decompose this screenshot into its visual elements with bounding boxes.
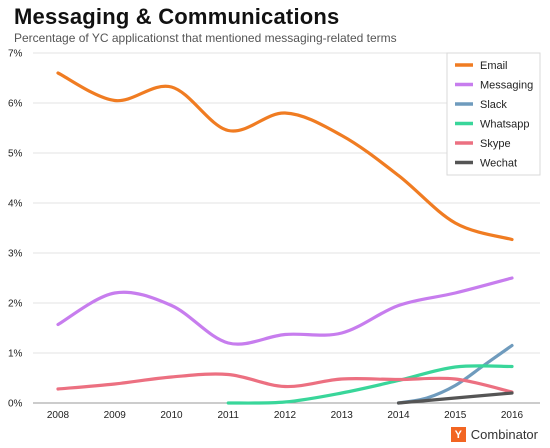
legend-label-skype: Skype xyxy=(480,138,511,150)
x-tick-label: 2010 xyxy=(160,410,183,421)
chart-title: Messaging & Communications xyxy=(14,4,340,29)
y-tick-label: 4% xyxy=(8,199,23,210)
series-line-wechat xyxy=(396,391,514,405)
series-line-whatsapp xyxy=(226,364,514,405)
y-tick-label: 1% xyxy=(8,349,23,360)
y-tick-label: 0% xyxy=(8,399,23,410)
ycombinator-logo: Y Combinator xyxy=(450,427,538,442)
legend-label-slack: Slack xyxy=(480,99,507,111)
x-tick-label: 2009 xyxy=(104,410,127,421)
ycombinator-logo-icon: Y xyxy=(450,427,466,442)
chart-subtitle: Percentage of YC applicationst that ment… xyxy=(14,31,397,45)
x-tick-label: 2013 xyxy=(331,410,354,421)
series-line-messaging xyxy=(56,276,514,346)
x-tick-label: 2014 xyxy=(387,410,410,421)
x-tick-label: 2012 xyxy=(274,410,297,421)
x-tick-label: 2015 xyxy=(444,410,467,421)
legend-label-email: Email xyxy=(480,60,508,72)
x-tick-label: 2008 xyxy=(47,410,70,421)
y-tick-label: 6% xyxy=(8,99,23,110)
series-line-email xyxy=(56,71,514,242)
y-tick-label: 5% xyxy=(8,149,23,160)
ycombinator-logo-text: Combinator xyxy=(470,427,538,442)
legend-box xyxy=(446,52,541,176)
series-line-skype xyxy=(56,372,514,394)
axis-layer: 0% 1% 2% 3% 4% 5% 6% 7% 2008 2009 2010 2011 2012 2013… xyxy=(8,49,524,422)
y-tick-label: 3% xyxy=(8,249,23,260)
legend-label-whatsapp: Whatsapp xyxy=(480,119,530,131)
legend-label-messaging: Messaging xyxy=(480,80,533,92)
y-tick-label: 7% xyxy=(8,49,23,60)
x-tick-label: 2016 xyxy=(501,410,524,421)
legend: Email Messaging Slack Whatsapp Skype Wechat xyxy=(446,52,541,176)
legend-label-wechat: Wechat xyxy=(480,158,517,170)
series-layer xyxy=(56,71,514,405)
x-tick-label: 2011 xyxy=(217,410,239,421)
y-tick-label: 2% xyxy=(8,299,23,310)
